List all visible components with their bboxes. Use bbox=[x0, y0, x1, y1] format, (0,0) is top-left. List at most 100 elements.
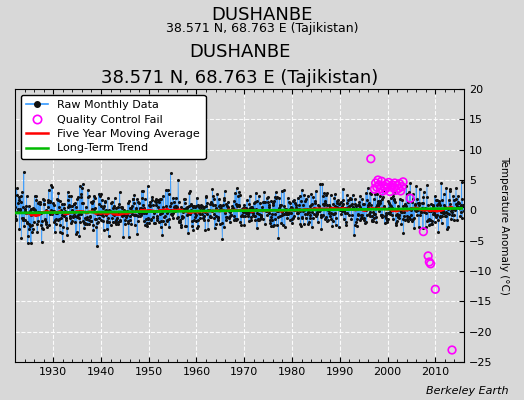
Point bbox=[211, 202, 220, 208]
Point bbox=[95, 193, 104, 200]
Point bbox=[17, 198, 25, 205]
Point bbox=[118, 210, 127, 216]
Point bbox=[130, 192, 139, 198]
Point bbox=[292, 205, 300, 212]
Point bbox=[399, 216, 407, 222]
Point bbox=[111, 195, 119, 202]
Point bbox=[284, 211, 292, 218]
Point bbox=[52, 221, 60, 228]
Point bbox=[121, 221, 129, 228]
Point bbox=[142, 208, 150, 214]
Point bbox=[53, 197, 62, 203]
Point bbox=[68, 218, 76, 224]
Point bbox=[138, 202, 147, 208]
Point bbox=[14, 200, 23, 206]
Point bbox=[252, 206, 260, 212]
Point bbox=[354, 211, 363, 218]
Point bbox=[187, 202, 195, 208]
Point bbox=[450, 197, 458, 203]
Point bbox=[180, 205, 188, 212]
Point bbox=[58, 201, 66, 207]
Point bbox=[268, 200, 277, 206]
Point bbox=[216, 206, 224, 212]
Point bbox=[33, 229, 41, 236]
Point bbox=[219, 202, 227, 208]
Point bbox=[159, 193, 167, 199]
Point bbox=[438, 220, 446, 226]
Point bbox=[329, 211, 337, 217]
Point bbox=[97, 196, 106, 203]
Point bbox=[147, 216, 155, 223]
Point bbox=[23, 193, 31, 199]
Point bbox=[305, 202, 314, 209]
Point bbox=[214, 214, 222, 220]
Point bbox=[225, 208, 234, 215]
Point bbox=[191, 204, 199, 210]
Point bbox=[313, 210, 322, 217]
Point bbox=[165, 216, 173, 222]
Point bbox=[96, 210, 104, 217]
Point bbox=[139, 188, 147, 194]
Point bbox=[398, 208, 406, 215]
Point bbox=[182, 205, 190, 212]
Point bbox=[274, 235, 282, 241]
Point bbox=[226, 212, 235, 219]
Point bbox=[282, 206, 290, 212]
Point bbox=[347, 201, 355, 208]
Point bbox=[72, 229, 81, 235]
Point bbox=[258, 216, 267, 223]
Point bbox=[126, 205, 134, 211]
Point bbox=[145, 202, 154, 209]
Point bbox=[253, 198, 261, 204]
Point bbox=[200, 217, 209, 223]
Point bbox=[373, 184, 381, 190]
Point bbox=[359, 217, 368, 224]
Point bbox=[298, 215, 307, 222]
Point bbox=[38, 225, 47, 231]
Point bbox=[70, 200, 78, 207]
Point bbox=[405, 206, 413, 212]
Point bbox=[324, 206, 332, 213]
Point bbox=[135, 200, 143, 206]
Point bbox=[387, 203, 395, 210]
Point bbox=[213, 191, 221, 198]
Point bbox=[100, 203, 108, 209]
Point bbox=[64, 202, 73, 208]
Point bbox=[290, 213, 299, 220]
Point bbox=[301, 211, 309, 218]
Point bbox=[452, 184, 460, 191]
Point bbox=[215, 203, 223, 209]
Point bbox=[425, 217, 434, 224]
Point bbox=[175, 219, 183, 225]
Point bbox=[452, 201, 461, 208]
Point bbox=[140, 218, 148, 224]
Point bbox=[354, 212, 362, 218]
Point bbox=[364, 202, 372, 208]
Point bbox=[40, 197, 49, 203]
Point bbox=[373, 190, 381, 197]
Point bbox=[15, 197, 23, 203]
Point bbox=[338, 202, 346, 209]
Point bbox=[325, 206, 334, 213]
Point bbox=[92, 219, 101, 226]
Point bbox=[61, 217, 70, 223]
Point bbox=[154, 204, 162, 210]
Point bbox=[376, 197, 384, 204]
Point bbox=[432, 212, 441, 218]
Point bbox=[391, 199, 399, 206]
Point bbox=[422, 194, 431, 200]
Point bbox=[249, 212, 258, 218]
Point bbox=[119, 234, 127, 240]
Point bbox=[67, 203, 75, 209]
Point bbox=[229, 205, 237, 212]
Point bbox=[87, 198, 95, 205]
Point bbox=[52, 210, 61, 216]
Point bbox=[254, 216, 262, 222]
Point bbox=[77, 210, 85, 217]
Point bbox=[46, 211, 54, 218]
Point bbox=[381, 186, 389, 192]
Point bbox=[347, 212, 356, 218]
Point bbox=[154, 196, 162, 203]
Point bbox=[107, 215, 116, 222]
Point bbox=[281, 209, 290, 215]
